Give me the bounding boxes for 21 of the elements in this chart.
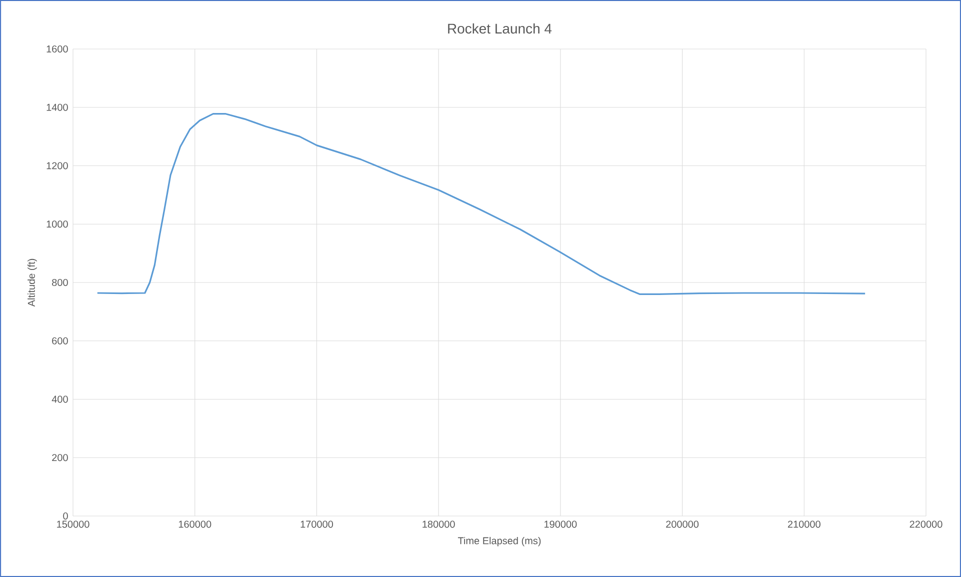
y-tick-label: 1600 (46, 45, 68, 53)
x-tick-label: 160000 (178, 520, 212, 528)
y-tick-label: 200 (52, 454, 68, 462)
x-tick-label: 210000 (788, 520, 820, 528)
y-axis-title: Altitude (ft) (28, 258, 37, 307)
y-tick-label: 1200 (46, 162, 68, 170)
line-series (96, 112, 866, 295)
x-tick-label: 220000 (910, 520, 942, 528)
y-tick-label: 800 (52, 278, 68, 286)
x-tick-label: 180000 (422, 520, 455, 528)
y-tick-label: 1400 (46, 104, 68, 111)
x-tick-label: 190000 (544, 520, 577, 528)
chart-title: Rocket Launch 4 (448, 23, 552, 34)
x-tick-label: 200000 (666, 520, 699, 528)
y-tick-label: 600 (52, 337, 68, 344)
y-tick-label: 0 (63, 512, 68, 520)
x-axis-title: Time Elapsed (ms) (458, 536, 541, 546)
y-tick-label: 1000 (46, 220, 68, 228)
x-tick-label: 150000 (57, 520, 90, 528)
x-tick-label: 170000 (300, 520, 333, 528)
y-tick-label: 400 (52, 396, 68, 403)
